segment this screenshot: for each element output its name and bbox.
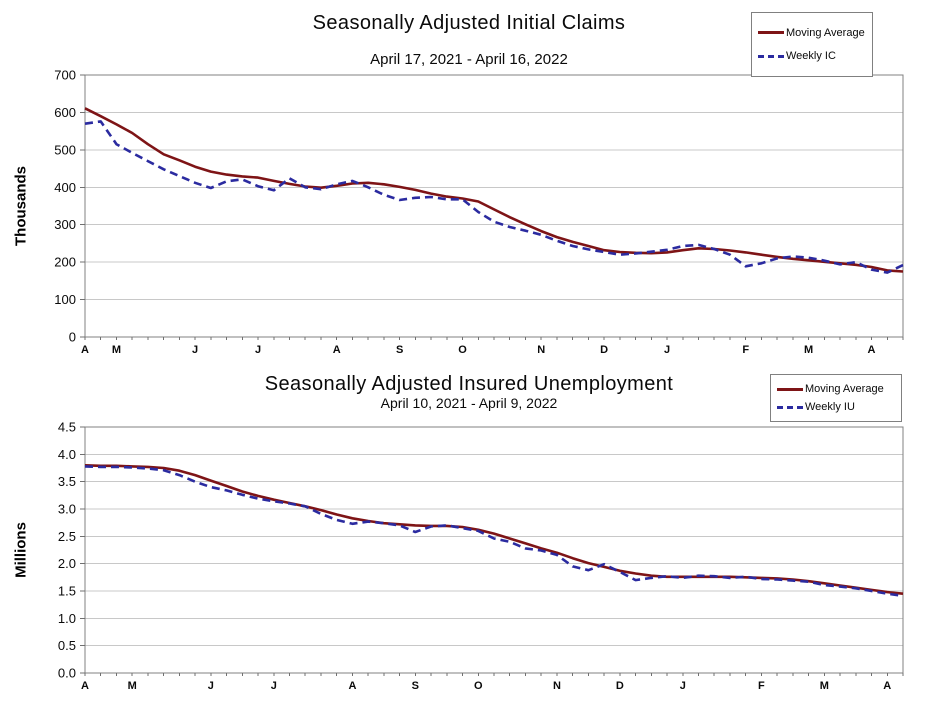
- legend: Moving Average Weekly IU: [770, 374, 902, 422]
- svg-text:200: 200: [54, 255, 76, 270]
- legend: Moving Average Weekly IC: [751, 12, 873, 77]
- svg-text:0.0: 0.0: [58, 666, 76, 681]
- weekly-iu-line-sample: [777, 405, 803, 409]
- svg-text:D: D: [616, 680, 624, 692]
- svg-text:A: A: [81, 344, 89, 356]
- svg-text:100: 100: [54, 292, 76, 307]
- svg-text:J: J: [271, 680, 277, 692]
- svg-text:A: A: [883, 680, 891, 692]
- svg-text:J: J: [208, 680, 214, 692]
- legend-item-moving-average: Moving Average: [758, 27, 866, 39]
- svg-text:4.0: 4.0: [58, 447, 76, 462]
- weekly-ic-line: [84, 120, 904, 274]
- svg-text:A: A: [868, 344, 876, 356]
- svg-text:F: F: [758, 680, 765, 692]
- insured-unemployment-chart: 0.0 0.5 1.0 1.5 2.0 2.5 3.0 3.5 4.0 4.5 A M J J A S O N D J…: [0, 360, 938, 714]
- svg-text:A: A: [81, 680, 89, 692]
- svg-text:0.5: 0.5: [58, 638, 76, 653]
- svg-text:400: 400: [54, 180, 76, 195]
- weekly-iu-line: [84, 465, 904, 598]
- svg-text:500: 500: [54, 142, 76, 157]
- svg-text:J: J: [192, 344, 198, 356]
- chart-subtitle: April 10, 2021 - April 9, 2022: [380, 395, 558, 411]
- legend-label-weekly-iu: Weekly IU: [805, 401, 855, 413]
- legend-label-moving-average: Moving Average: [786, 26, 865, 39]
- svg-text:M: M: [112, 344, 121, 356]
- moving-average-line-sample: [758, 31, 784, 35]
- y-axis-label: Millions: [12, 522, 30, 578]
- svg-text:2.0: 2.0: [58, 556, 76, 571]
- svg-text:M: M: [820, 680, 829, 692]
- legend-item-weekly-ic: Weekly IC: [758, 50, 866, 62]
- svg-text:J: J: [680, 680, 686, 692]
- svg-text:M: M: [804, 344, 813, 356]
- svg-text:J: J: [255, 344, 261, 356]
- svg-text:F: F: [742, 344, 749, 356]
- legend-label-moving-average: Moving Average: [805, 383, 884, 395]
- insured-unemployment-plot: 0.0 0.5 1.0 1.5 2.0 2.5 3.0 3.5 4.0 4.5 A M J J A S O N D J…: [58, 420, 904, 692]
- svg-text:S: S: [396, 344, 403, 356]
- initial-claims-chart: 0 100 200 300 400 500 600 700 A M J J A S O N D J F M A Seas…: [12, 12, 904, 356]
- legend-item-weekly-iu: Weekly IU: [777, 401, 895, 413]
- svg-text:J: J: [664, 344, 670, 356]
- chart-title: Seasonally Adjusted Initial Claims: [312, 12, 626, 34]
- svg-text:3.5: 3.5: [58, 474, 76, 489]
- chart-subtitle: April 17, 2021 - April 16, 2022: [370, 51, 568, 68]
- moving-average-line-sample: [777, 387, 803, 391]
- svg-text:D: D: [600, 344, 608, 356]
- svg-text:700: 700: [54, 68, 76, 83]
- svg-text:3.0: 3.0: [58, 502, 76, 517]
- moving-average-line: [84, 107, 904, 273]
- svg-text:600: 600: [54, 105, 76, 120]
- legend-label-weekly-ic: Weekly IC: [786, 50, 836, 63]
- svg-text:0: 0: [69, 330, 76, 345]
- svg-text:300: 300: [54, 217, 76, 232]
- weekly-ic-line-sample: [758, 54, 784, 58]
- svg-text:S: S: [412, 680, 419, 692]
- svg-text:N: N: [553, 680, 561, 692]
- moving-average-line: [84, 464, 904, 595]
- y-axis-label: Thousands: [12, 165, 30, 247]
- svg-text:N: N: [537, 344, 545, 356]
- svg-text:M: M: [128, 680, 137, 692]
- svg-text:A: A: [333, 344, 341, 356]
- legend-item-moving-average: Moving Average: [777, 383, 895, 395]
- svg-text:A: A: [348, 680, 356, 692]
- svg-text:1.5: 1.5: [58, 584, 76, 599]
- svg-text:O: O: [458, 344, 467, 356]
- initial-claims-plot: 0 100 200 300 400 500 600 700 A M J J A S O N D J F M A: [54, 68, 904, 356]
- chart-title: Seasonally Adjusted Insured Unemployment: [264, 373, 674, 395]
- svg-text:1.0: 1.0: [58, 611, 76, 626]
- svg-text:2.5: 2.5: [58, 529, 76, 544]
- svg-text:4.5: 4.5: [58, 420, 76, 435]
- svg-text:O: O: [474, 680, 483, 692]
